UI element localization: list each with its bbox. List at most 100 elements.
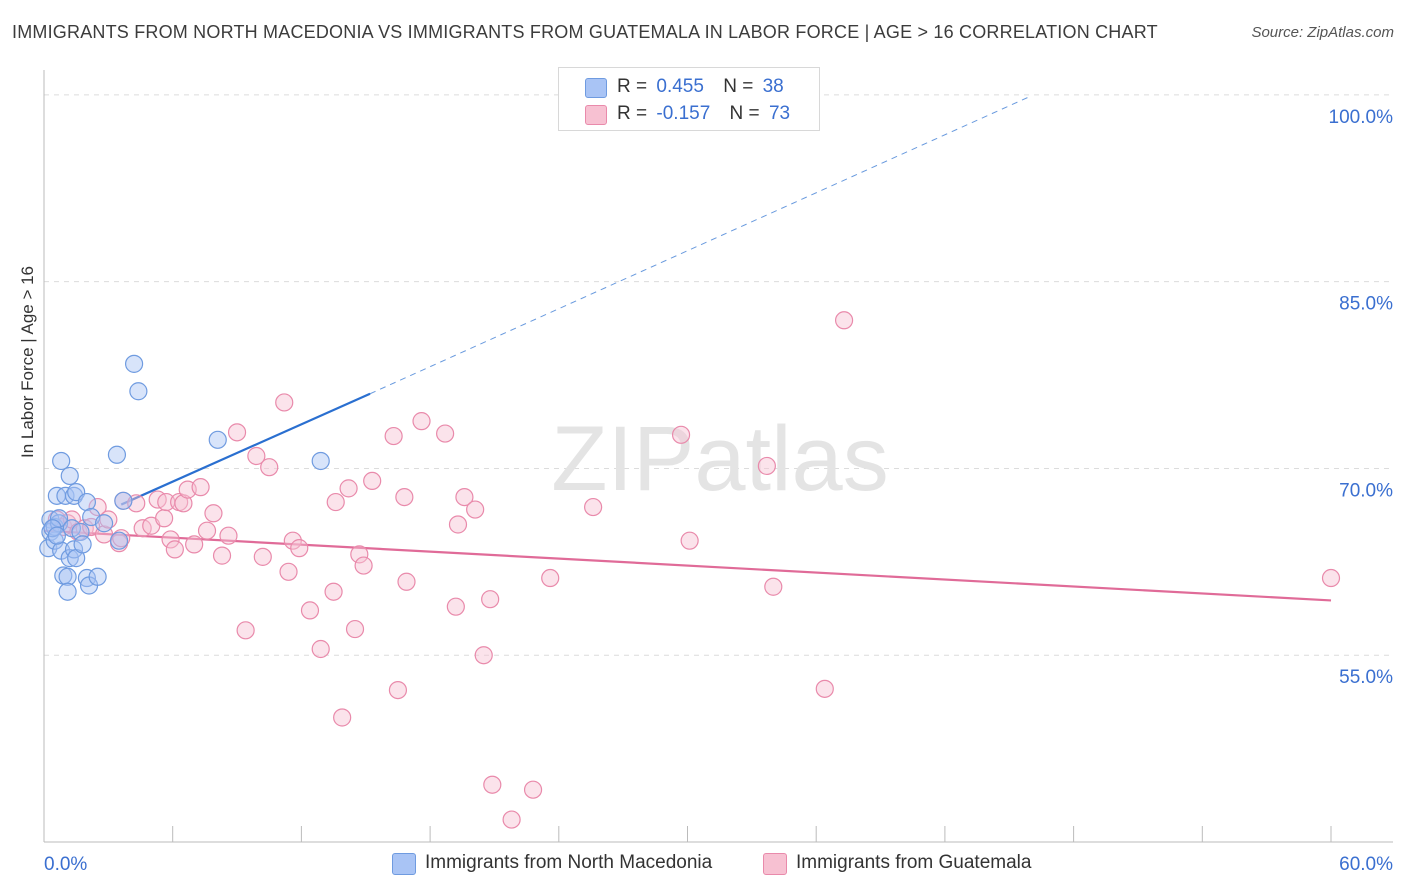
grid-lines bbox=[44, 94, 1393, 656]
point-guatemala bbox=[436, 424, 455, 443]
legend-r-label: R = bbox=[617, 76, 648, 97]
point-north-macedonia bbox=[208, 430, 227, 449]
series-legend: Immigrants from North Macedonia Immigran… bbox=[0, 850, 1406, 880]
point-guatemala bbox=[155, 509, 174, 528]
point-guatemala bbox=[191, 478, 210, 497]
point-guatemala bbox=[247, 446, 266, 466]
point-north-macedonia bbox=[58, 582, 77, 601]
point-guatemala bbox=[185, 535, 204, 554]
point-north-macedonia bbox=[49, 509, 69, 528]
point-guatemala bbox=[275, 393, 294, 412]
trend-line-north-macedonia-extension bbox=[369, 95, 1031, 395]
correlation-legend: R = 0.455 N = 38 R = -0.157 N = 73 bbox=[558, 67, 820, 131]
legend-label-north-macedonia: Immigrants from North Macedonia bbox=[425, 852, 713, 873]
legend-swatch-guatemala bbox=[763, 853, 787, 875]
point-guatemala bbox=[112, 529, 131, 548]
point-guatemala bbox=[815, 679, 834, 698]
point-north-macedonia bbox=[73, 535, 92, 554]
point-guatemala bbox=[388, 680, 408, 700]
point-guatemala bbox=[300, 601, 320, 620]
point-guatemala bbox=[584, 497, 603, 517]
point-guatemala bbox=[350, 545, 369, 564]
y-tick-label: 85.0% bbox=[1339, 294, 1393, 315]
point-guatemala bbox=[466, 500, 485, 519]
point-north-macedonia bbox=[60, 466, 79, 486]
point-guatemala bbox=[354, 556, 373, 575]
point-north-macedonia bbox=[107, 445, 127, 464]
point-north-macedonia bbox=[94, 514, 114, 533]
legend-r-value: 0.455 bbox=[656, 76, 704, 97]
point-guatemala bbox=[1321, 568, 1341, 588]
legend-n-label: N = bbox=[729, 103, 760, 124]
point-guatemala bbox=[253, 547, 272, 566]
point-guatemala bbox=[363, 471, 382, 491]
legend-swatch-north-macedonia bbox=[585, 78, 607, 98]
legend-r-value: -0.157 bbox=[656, 103, 711, 124]
chart-title: IMMIGRANTS FROM NORTH MACEDONIA VS IMMIG… bbox=[12, 22, 1158, 42]
point-guatemala bbox=[324, 582, 343, 601]
series-north-macedonia bbox=[39, 354, 330, 601]
point-guatemala bbox=[671, 425, 691, 444]
legend-n-label: N = bbox=[723, 76, 754, 97]
point-north-macedonia bbox=[129, 382, 148, 401]
legend-swatch-north-macedonia bbox=[392, 853, 416, 875]
point-north-macedonia bbox=[52, 451, 71, 471]
axes bbox=[43, 70, 1393, 843]
series-guatemala bbox=[47, 311, 1341, 829]
y-tick-label: 100.0% bbox=[1329, 107, 1394, 128]
watermark: ZIPatlas bbox=[551, 408, 888, 510]
point-guatemala bbox=[680, 531, 699, 550]
trend-line-north-macedonia bbox=[120, 392, 371, 506]
point-guatemala bbox=[384, 426, 403, 446]
point-north-macedonia bbox=[60, 549, 79, 568]
point-north-macedonia bbox=[114, 491, 133, 510]
point-north-macedonia bbox=[88, 567, 107, 586]
point-guatemala bbox=[197, 521, 217, 540]
point-guatemala bbox=[174, 494, 193, 513]
point-guatemala bbox=[541, 568, 560, 588]
legend-r-label: R = bbox=[617, 103, 648, 124]
point-guatemala bbox=[161, 530, 180, 549]
point-guatemala bbox=[764, 577, 783, 596]
legend-n-value: 73 bbox=[768, 103, 791, 124]
y-axis-label: In Labor Force | Age > 16 bbox=[18, 265, 37, 458]
point-guatemala bbox=[260, 458, 279, 477]
point-north-macedonia bbox=[58, 567, 77, 586]
point-guatemala bbox=[333, 708, 352, 727]
point-guatemala bbox=[345, 619, 365, 639]
tick-labels: 55.0% 70.0% 85.0% 100.0% 0.0% 60.0% bbox=[44, 107, 1393, 875]
point-guatemala bbox=[339, 479, 358, 498]
legend-n-value: 38 bbox=[762, 76, 784, 97]
point-guatemala bbox=[227, 423, 247, 442]
x-tick-label: 0.0% bbox=[44, 854, 87, 875]
point-guatemala bbox=[395, 487, 414, 507]
point-guatemala bbox=[455, 487, 474, 507]
point-guatemala bbox=[219, 526, 238, 545]
point-north-macedonia bbox=[124, 354, 144, 373]
point-north-macedonia bbox=[109, 531, 129, 550]
point-guatemala bbox=[757, 456, 776, 476]
point-guatemala bbox=[502, 810, 521, 829]
point-north-macedonia bbox=[47, 526, 66, 545]
point-guatemala bbox=[279, 562, 298, 581]
legend-label-guatemala: Immigrants from Guatemala bbox=[796, 852, 1032, 873]
point-guatemala bbox=[481, 590, 500, 609]
y-tick-label: 55.0% bbox=[1339, 667, 1393, 688]
point-guatemala bbox=[236, 621, 255, 640]
point-guatemala bbox=[446, 597, 465, 616]
point-guatemala bbox=[448, 515, 468, 534]
point-guatemala bbox=[290, 539, 309, 558]
legend-swatch-guatemala bbox=[585, 105, 607, 125]
y-tick-label: 70.0% bbox=[1339, 480, 1393, 501]
point-guatemala bbox=[283, 531, 302, 550]
point-guatemala bbox=[834, 311, 854, 330]
point-guatemala bbox=[412, 412, 431, 431]
point-guatemala bbox=[474, 646, 493, 665]
point-guatemala bbox=[204, 504, 223, 523]
point-guatemala bbox=[523, 780, 543, 799]
point-guatemala bbox=[311, 639, 330, 659]
trend-line-guatemala bbox=[43, 529, 1332, 602]
x-tick-label: 60.0% bbox=[1339, 854, 1393, 875]
point-north-macedonia bbox=[77, 492, 97, 512]
